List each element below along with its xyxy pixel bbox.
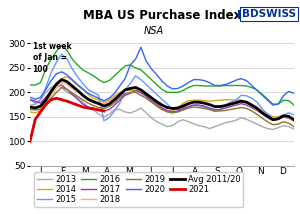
Text: BDSWISS: BDSWISS <box>237 10 294 20</box>
Text: BDSWISS: BDSWISS <box>242 9 296 19</box>
Legend: 2013, 2014, 2015, 2016, 2017, 2018, 2019, 2020, Avg 2011/20, 2021: 2013, 2014, 2015, 2016, 2017, 2018, 2019… <box>34 172 243 207</box>
Title: MBA US Purchase Index: MBA US Purchase Index <box>83 9 241 22</box>
Text: BD: BD <box>276 10 294 20</box>
Text: NSA: NSA <box>144 26 164 36</box>
Text: 1st week
of Jan =
100: 1st week of Jan = 100 <box>33 42 71 74</box>
